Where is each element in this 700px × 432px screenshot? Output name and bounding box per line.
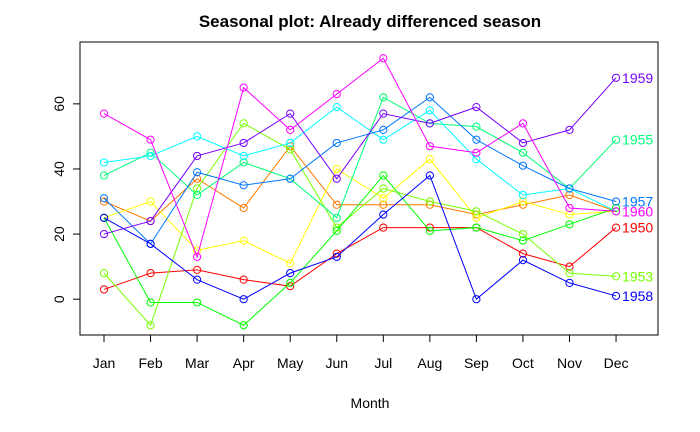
series-end-label-1955: 1955	[622, 132, 653, 148]
series-end-label-1950: 1950	[622, 220, 653, 236]
data-point	[612, 292, 619, 299]
x-tick-label: Dec	[604, 355, 629, 371]
data-point	[612, 136, 619, 143]
x-tick-label: May	[277, 355, 303, 371]
x-tick-label: Sep	[464, 355, 489, 371]
series-line-1956	[104, 107, 616, 211]
series-line-1957	[104, 97, 616, 244]
data-point	[612, 74, 619, 81]
x-tick-label: Mar	[185, 355, 209, 371]
series-1956	[100, 104, 619, 215]
series-1958	[100, 172, 619, 303]
x-tick-label: Jul	[374, 355, 392, 371]
data-point	[612, 224, 619, 231]
series-end-label-1959: 1959	[622, 70, 653, 86]
x-tick-label: Jan	[93, 355, 116, 371]
chart-title: Seasonal plot: Already differenced seaso…	[199, 12, 541, 31]
y-tick-label: 40	[51, 161, 67, 177]
series-end-label-1958: 1958	[622, 288, 653, 304]
y-tick-label: 20	[51, 226, 67, 242]
y-tick-label: 0	[51, 295, 67, 303]
series-1957	[100, 94, 619, 248]
x-tick-label: Apr	[233, 355, 255, 371]
x-tick-label: Nov	[557, 355, 582, 371]
series-1953	[100, 120, 619, 329]
x-tick-label: Oct	[512, 355, 534, 371]
series-line-1959	[104, 78, 616, 234]
x-tick-label: Jun	[325, 355, 348, 371]
x-axis: Jan Feb Mar Apr May Jun Jul Aug Sep Oct Nov Dec	[93, 335, 629, 371]
series-line-1955	[104, 97, 616, 217]
series-group	[100, 55, 619, 329]
end-labels: 1950 1953 1955 1957 1958 1959 1960	[622, 70, 653, 304]
series-1959	[100, 74, 619, 237]
series-end-label-1960: 1960	[622, 203, 653, 219]
y-axis: 0 20 40 60	[51, 96, 80, 303]
x-tick-label: Feb	[138, 355, 162, 371]
y-tick-label: 60	[51, 96, 67, 112]
series-end-label-1953: 1953	[622, 268, 653, 284]
x-axis-label: Month	[351, 395, 390, 411]
x-tick-label: Aug	[417, 355, 442, 371]
